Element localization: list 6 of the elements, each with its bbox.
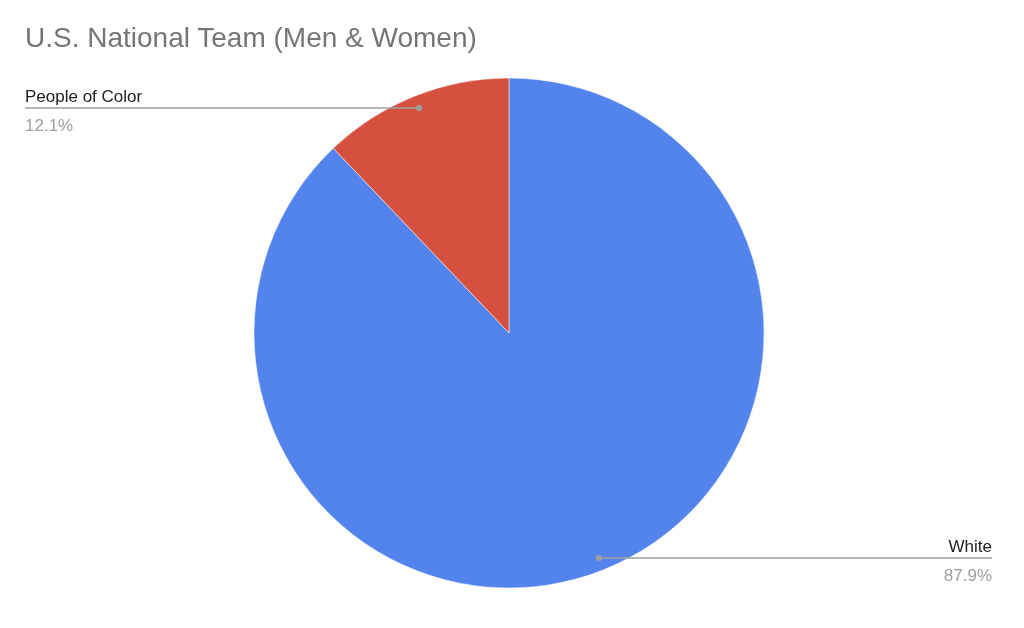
data-label: 12.1% — [25, 116, 74, 136]
chart-title: U.S. National Team (Men & Women) — [25, 22, 477, 53]
pie-slice — [253, 77, 765, 588]
slice-label: White — [948, 536, 992, 556]
data-label: 87.9% — [943, 565, 992, 585]
slice-label: People of Color — [25, 87, 143, 107]
